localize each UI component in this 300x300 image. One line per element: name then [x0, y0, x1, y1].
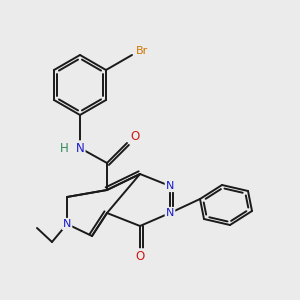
Text: N: N	[166, 208, 174, 218]
Text: O: O	[135, 250, 145, 262]
Text: Br: Br	[136, 46, 148, 56]
Text: N: N	[63, 219, 71, 229]
Text: N: N	[76, 142, 84, 154]
Text: H: H	[60, 142, 68, 154]
Text: N: N	[166, 181, 174, 191]
Text: O: O	[130, 130, 140, 143]
